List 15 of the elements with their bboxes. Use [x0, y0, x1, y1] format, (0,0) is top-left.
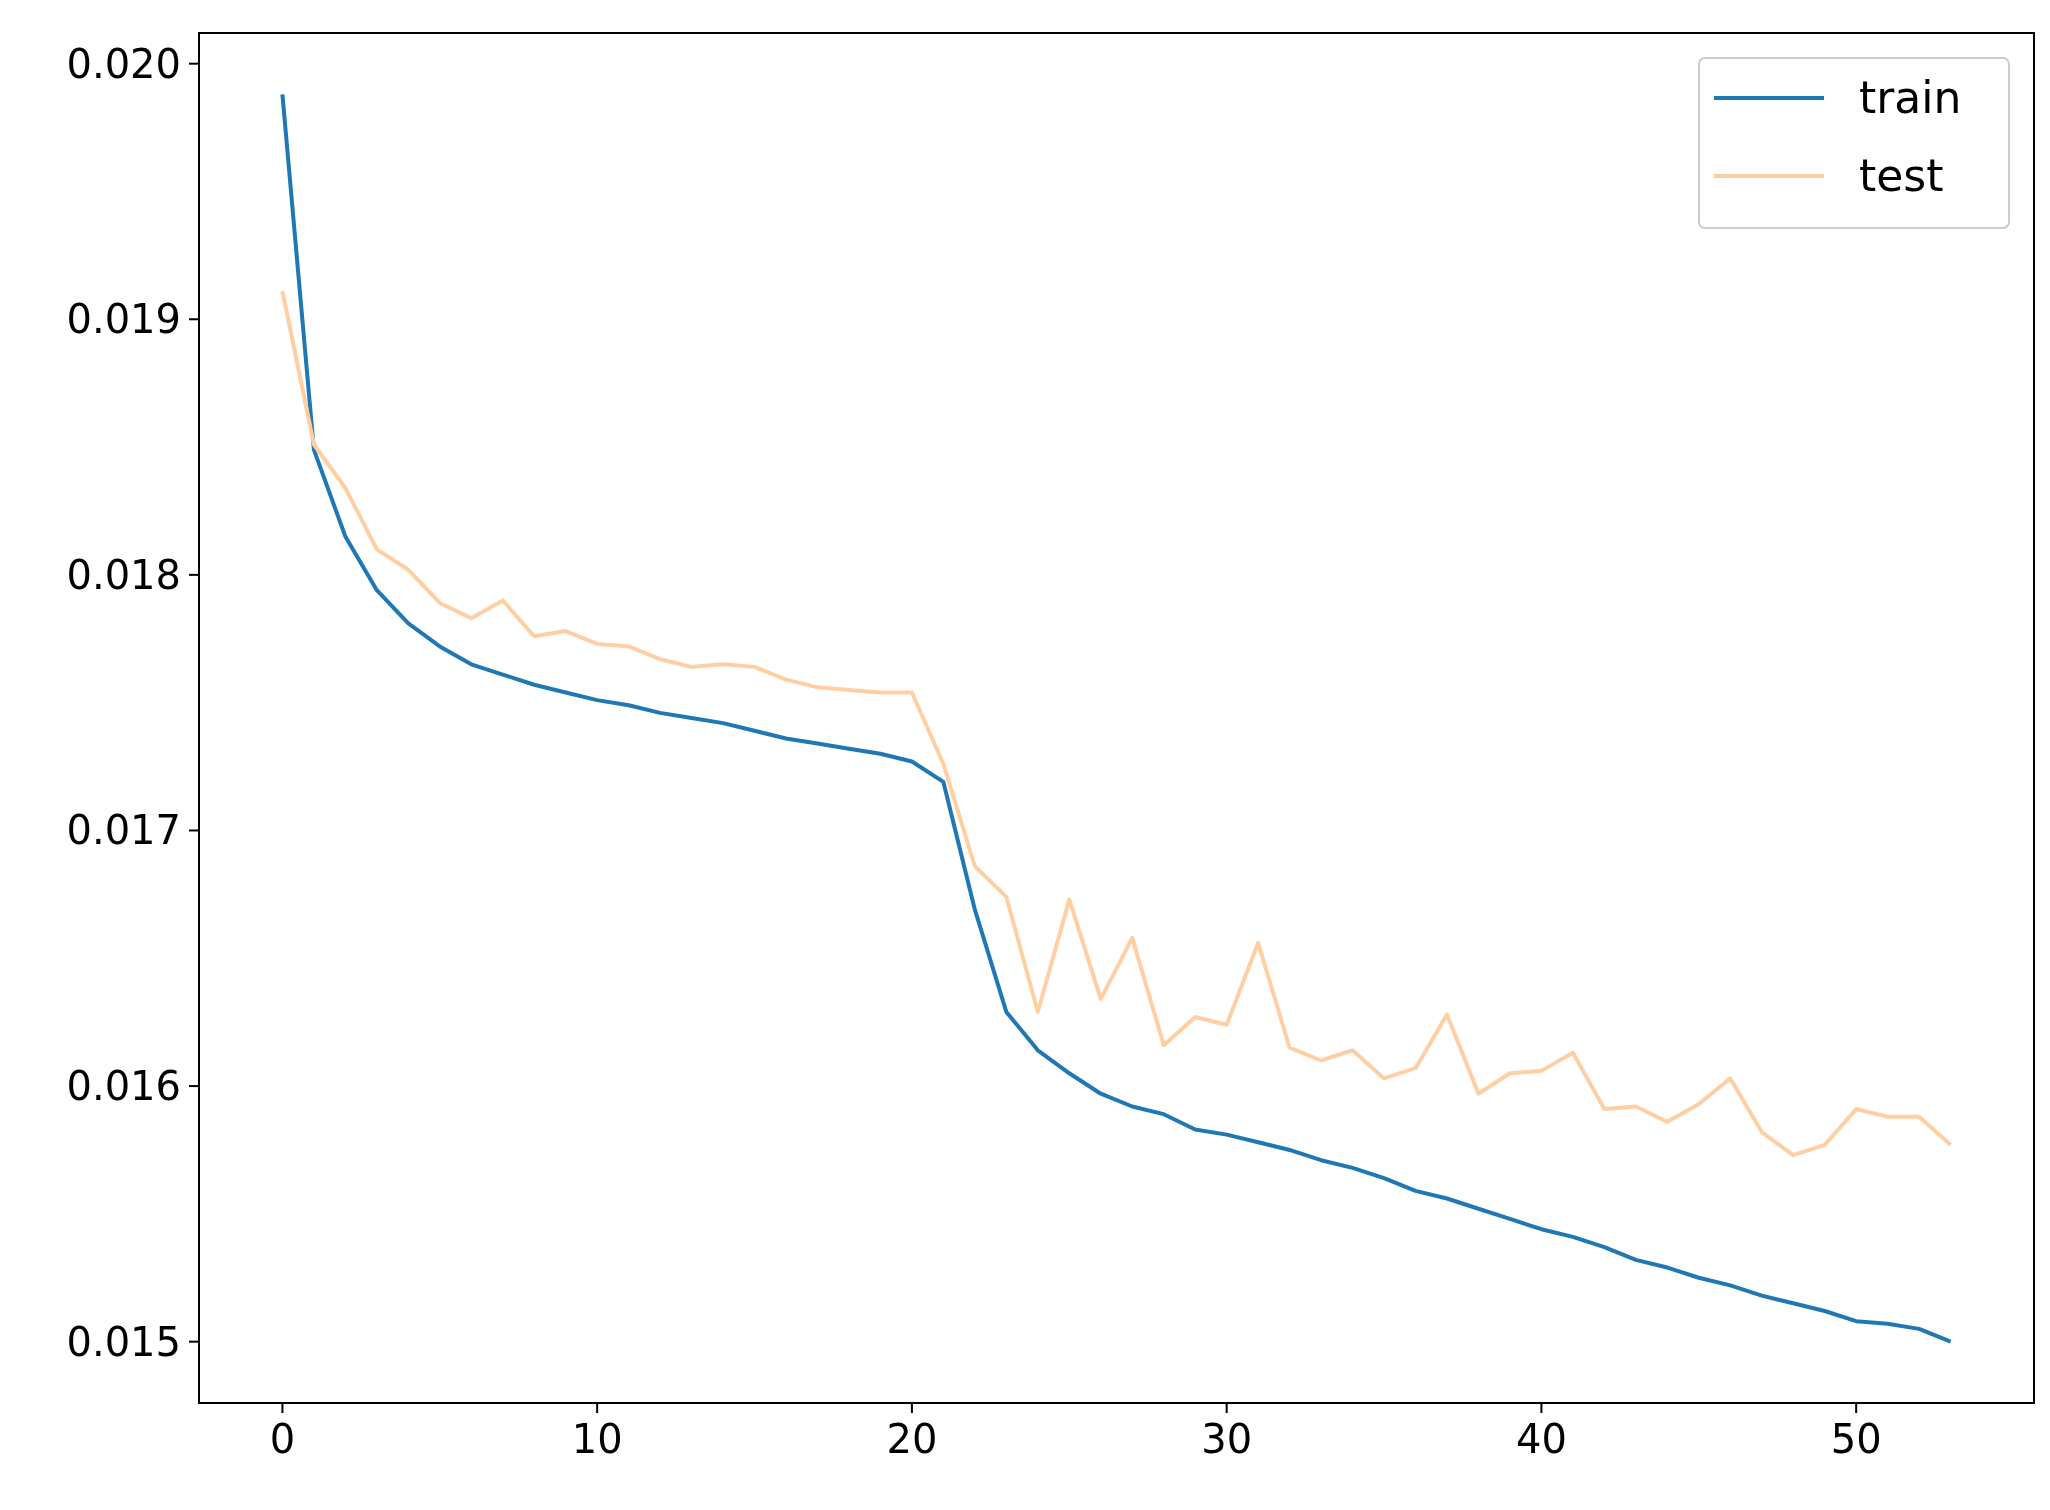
y-tick-label: 0.015	[66, 1318, 181, 1365]
line-series	[280, 289, 1953, 1158]
x-tick-label: 10	[571, 1416, 623, 1462]
x-tick-label: 50	[1830, 1416, 1882, 1462]
legend-label: test	[1859, 150, 1944, 202]
y-tick-label: 0.017	[66, 807, 181, 854]
x-tick-label: 40	[1515, 1416, 1567, 1462]
y-tick-label: 0.016	[66, 1063, 181, 1110]
legend-label: train	[1859, 72, 1962, 124]
x-tick-label: 0	[269, 1416, 296, 1462]
y-tick-label: 0.018	[66, 551, 181, 598]
y-tick-label: 0.019	[66, 296, 181, 343]
x-tick-label: 30	[1201, 1416, 1253, 1462]
y-tick-label: 0.020	[66, 40, 181, 87]
x-tick-label: 20	[886, 1416, 938, 1462]
